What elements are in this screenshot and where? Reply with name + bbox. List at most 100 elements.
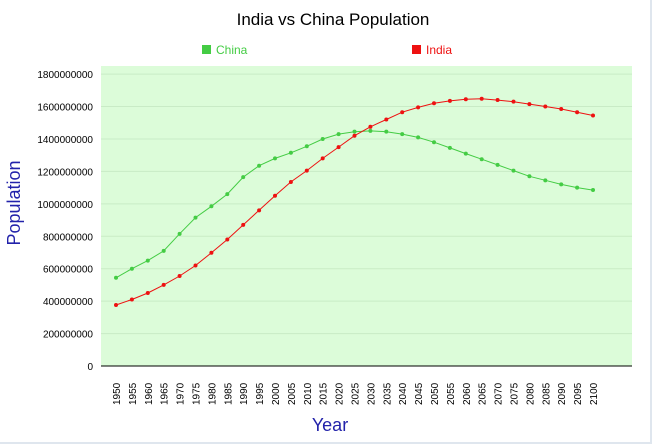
x-tick-label: 2025 (351, 382, 362, 405)
data-point-china[interactable] (225, 192, 230, 197)
legend: China India (202, 43, 452, 57)
data-point-india[interactable] (463, 97, 468, 102)
x-tick-label: 2015 (319, 382, 330, 405)
x-tick-label: 2050 (430, 382, 441, 405)
data-point-china[interactable] (447, 145, 452, 150)
data-point-china[interactable] (432, 140, 436, 145)
data-point-china[interactable] (400, 132, 405, 137)
data-point-india[interactable] (559, 106, 564, 111)
data-point-india[interactable] (591, 113, 595, 118)
x-tick-label: 1950 (112, 382, 123, 405)
data-point-india[interactable] (336, 145, 341, 150)
data-point-india[interactable] (209, 250, 214, 255)
data-point-india[interactable] (304, 168, 309, 173)
data-point-india[interactable] (114, 303, 118, 308)
data-point-china[interactable] (161, 248, 166, 253)
data-point-india[interactable] (241, 222, 246, 227)
legend-swatch-china (202, 45, 211, 54)
data-point-india[interactable] (416, 105, 421, 110)
data-point-china[interactable] (129, 266, 134, 271)
data-point-china[interactable] (495, 162, 500, 167)
data-point-china[interactable] (241, 175, 246, 180)
x-tick-label: 2095 (573, 382, 584, 405)
data-point-china[interactable] (336, 132, 341, 137)
data-point-india[interactable] (432, 101, 436, 106)
data-point-india[interactable] (320, 156, 325, 161)
data-point-india[interactable] (257, 208, 262, 213)
data-point-china[interactable] (559, 182, 564, 187)
y-axis: 0 200000000 400000000 600000000 800000000 100… (37, 70, 632, 373)
data-point-china[interactable] (575, 185, 580, 190)
x-axis: 1950 1955 1960 1965 1970 1975 1980 1985 1990 1995… (112, 382, 600, 405)
data-point-china[interactable] (193, 215, 198, 220)
data-point-india[interactable] (352, 133, 357, 138)
data-point-india[interactable] (288, 179, 293, 184)
data-point-india[interactable] (368, 124, 373, 129)
x-tick-label: 2060 (462, 382, 473, 405)
data-point-china[interactable] (288, 150, 293, 155)
data-point-india[interactable] (161, 282, 166, 287)
data-point-china[interactable] (320, 136, 325, 141)
data-point-china[interactable] (416, 135, 421, 140)
data-point-china[interactable] (257, 163, 262, 168)
y-tick-label: 600000000 (43, 265, 93, 276)
y-tick-label: 1400000000 (37, 135, 93, 146)
data-point-china[interactable] (368, 128, 373, 133)
data-point-china[interactable] (177, 231, 182, 236)
data-point-india[interactable] (479, 96, 484, 101)
legend-label-india: India (426, 43, 452, 57)
data-point-china[interactable] (463, 151, 468, 156)
data-point-china[interactable] (352, 129, 357, 134)
series-group (114, 96, 595, 308)
x-tick-label: 2045 (414, 382, 425, 405)
x-tick-label: 1965 (160, 382, 171, 405)
data-point-china[interactable] (114, 275, 118, 280)
x-tick-label: 2070 (494, 382, 505, 405)
data-point-india[interactable] (495, 98, 500, 103)
data-point-china[interactable] (479, 157, 484, 162)
x-tick-label: 1955 (128, 382, 139, 405)
x-tick-label: 1975 (192, 382, 203, 405)
data-point-india[interactable] (527, 102, 532, 107)
data-point-china[interactable] (273, 156, 277, 161)
y-axis-label: Population (4, 160, 24, 245)
x-tick-label: 2000 (271, 382, 282, 405)
x-tick-label: 2020 (335, 382, 346, 405)
y-tick-label: 800000000 (43, 232, 93, 243)
data-point-china[interactable] (527, 174, 532, 179)
data-point-india[interactable] (129, 297, 134, 302)
data-point-india[interactable] (575, 110, 580, 115)
y-tick-label: 400000000 (43, 297, 93, 308)
data-point-india[interactable] (193, 263, 198, 268)
data-point-india[interactable] (384, 117, 389, 122)
legend-item-china[interactable]: China (202, 43, 248, 57)
x-tick-label: 2080 (525, 382, 536, 405)
data-point-china[interactable] (543, 178, 548, 183)
legend-item-india[interactable]: India (412, 43, 452, 57)
x-tick-label: 1990 (239, 382, 250, 405)
data-point-india[interactable] (145, 291, 150, 296)
x-tick-label: 2010 (303, 382, 314, 405)
x-tick-label: 2055 (446, 382, 457, 405)
legend-label-china: China (216, 43, 248, 57)
data-point-china[interactable] (384, 129, 389, 134)
data-point-india[interactable] (511, 99, 516, 104)
data-point-china[interactable] (511, 168, 516, 173)
data-point-china[interactable] (591, 188, 595, 193)
data-point-india[interactable] (273, 193, 277, 198)
data-point-india[interactable] (400, 110, 405, 115)
data-point-india[interactable] (177, 274, 182, 278)
data-point-india[interactable] (225, 237, 230, 242)
x-tick-label: 1970 (176, 382, 187, 405)
x-tick-label: 2065 (478, 382, 489, 405)
data-point-india[interactable] (447, 98, 452, 103)
plot-area (101, 66, 632, 366)
data-point-china[interactable] (209, 204, 214, 209)
data-point-china[interactable] (304, 144, 309, 149)
data-point-india[interactable] (543, 104, 548, 109)
data-point-china[interactable] (145, 258, 150, 263)
x-tick-label: 1985 (223, 382, 234, 405)
y-tick-label: 1200000000 (37, 167, 93, 178)
